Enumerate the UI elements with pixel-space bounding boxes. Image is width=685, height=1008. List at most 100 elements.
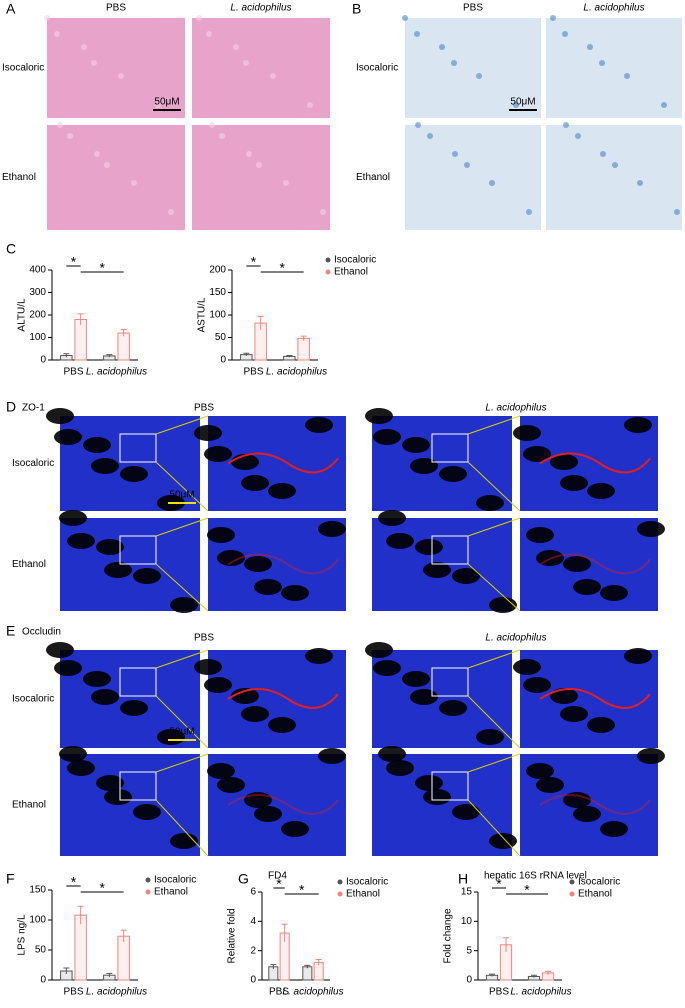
legend-marker bbox=[145, 889, 151, 895]
x-tick-label: PBS bbox=[63, 367, 83, 378]
texture bbox=[104, 562, 132, 578]
texture bbox=[318, 521, 346, 537]
zoom-box bbox=[119, 433, 157, 463]
y-tick-label: 0 bbox=[40, 355, 46, 366]
y-tick-label: 10 bbox=[461, 916, 473, 927]
significance-star: * bbox=[524, 882, 530, 898]
legend-label: Ethanol bbox=[154, 887, 188, 898]
x-tick-label: PBS bbox=[243, 367, 263, 378]
error-bar bbox=[63, 353, 70, 358]
texture bbox=[104, 789, 132, 805]
texture bbox=[231, 688, 259, 704]
bar bbox=[117, 935, 130, 981]
texture bbox=[365, 642, 393, 658]
texture bbox=[526, 527, 554, 543]
texture bbox=[550, 454, 578, 470]
error-bar bbox=[106, 354, 113, 358]
y-tick-label: 0 bbox=[40, 975, 46, 986]
stain bbox=[227, 452, 339, 474]
error-bar bbox=[545, 970, 551, 975]
texture bbox=[59, 746, 87, 762]
zoom-box bbox=[431, 433, 469, 463]
chart-title: hepatic 16S rRNA level bbox=[484, 871, 587, 882]
y-tick-label: 300 bbox=[29, 287, 46, 298]
texture bbox=[600, 151, 606, 157]
legend-marker bbox=[145, 877, 151, 883]
texture bbox=[523, 677, 551, 693]
texture bbox=[254, 579, 282, 595]
zoom-line bbox=[155, 695, 209, 749]
error-bar bbox=[503, 937, 509, 952]
texture bbox=[624, 648, 652, 664]
texture bbox=[268, 717, 296, 733]
texture bbox=[378, 746, 406, 762]
texture bbox=[83, 437, 111, 453]
texture bbox=[219, 133, 225, 139]
y-tick-label: 100 bbox=[209, 310, 226, 321]
texture bbox=[194, 425, 222, 441]
texture bbox=[373, 660, 401, 676]
y-tick-label: 6 bbox=[250, 887, 256, 898]
texture bbox=[305, 417, 333, 433]
y-tick-label: 15 bbox=[461, 887, 473, 898]
texture bbox=[254, 806, 282, 822]
x-tick-label: PBS bbox=[489, 987, 509, 998]
y-tick-label: 150 bbox=[29, 885, 46, 896]
texture bbox=[241, 706, 269, 722]
column-header: PBS bbox=[194, 403, 214, 414]
texture bbox=[489, 597, 517, 613]
legend-marker bbox=[569, 879, 575, 885]
column-header: L. acidophilus bbox=[485, 403, 546, 414]
texture bbox=[423, 789, 451, 805]
significance-star: * bbox=[71, 254, 77, 270]
row-label: Isocaloric bbox=[2, 63, 44, 74]
micrograph bbox=[192, 18, 330, 118]
stain bbox=[539, 794, 651, 815]
texture bbox=[563, 792, 591, 808]
texture bbox=[168, 209, 174, 215]
texture bbox=[476, 73, 482, 79]
texture bbox=[217, 777, 245, 793]
texture bbox=[204, 446, 232, 462]
panel-letter: D bbox=[6, 399, 16, 415]
y-axis-label: Relative fold bbox=[227, 908, 238, 963]
texture bbox=[243, 60, 249, 66]
texture bbox=[67, 760, 95, 776]
y-axis-label: Fold change bbox=[443, 908, 454, 963]
texture bbox=[423, 562, 451, 578]
micrograph bbox=[520, 650, 658, 748]
panel-letter: E bbox=[6, 623, 15, 639]
scale-bar-label: 50μM bbox=[510, 97, 535, 108]
x-tick-label: L. acidophilus bbox=[266, 367, 327, 378]
zoom-line bbox=[467, 799, 521, 857]
stain bbox=[539, 553, 651, 575]
row-label: Ethanol bbox=[2, 172, 36, 183]
legend-marker bbox=[337, 879, 343, 885]
texture bbox=[414, 31, 420, 37]
texture bbox=[233, 44, 239, 50]
micrograph bbox=[405, 125, 541, 230]
texture bbox=[120, 466, 148, 482]
texture bbox=[83, 671, 111, 687]
significance-star: * bbox=[279, 260, 285, 276]
texture bbox=[452, 151, 458, 157]
texture bbox=[120, 700, 148, 716]
texture bbox=[476, 495, 504, 511]
error-bar bbox=[243, 352, 250, 356]
texture bbox=[46, 408, 74, 424]
zoom-box bbox=[431, 771, 469, 801]
stain bbox=[227, 553, 339, 575]
stain bbox=[539, 452, 651, 474]
scale-bar-label: 50μM bbox=[154, 97, 179, 108]
texture bbox=[204, 677, 232, 693]
zoom-line bbox=[155, 415, 209, 435]
texture bbox=[600, 585, 628, 601]
scale-bar-label: 50μM bbox=[169, 490, 194, 501]
y-tick-label: 50 bbox=[35, 945, 47, 956]
zoom-box bbox=[119, 667, 157, 697]
texture bbox=[402, 437, 430, 453]
legend-marker bbox=[337, 891, 343, 897]
significance-star: * bbox=[99, 260, 105, 276]
texture bbox=[550, 688, 578, 704]
stain bbox=[539, 688, 651, 709]
